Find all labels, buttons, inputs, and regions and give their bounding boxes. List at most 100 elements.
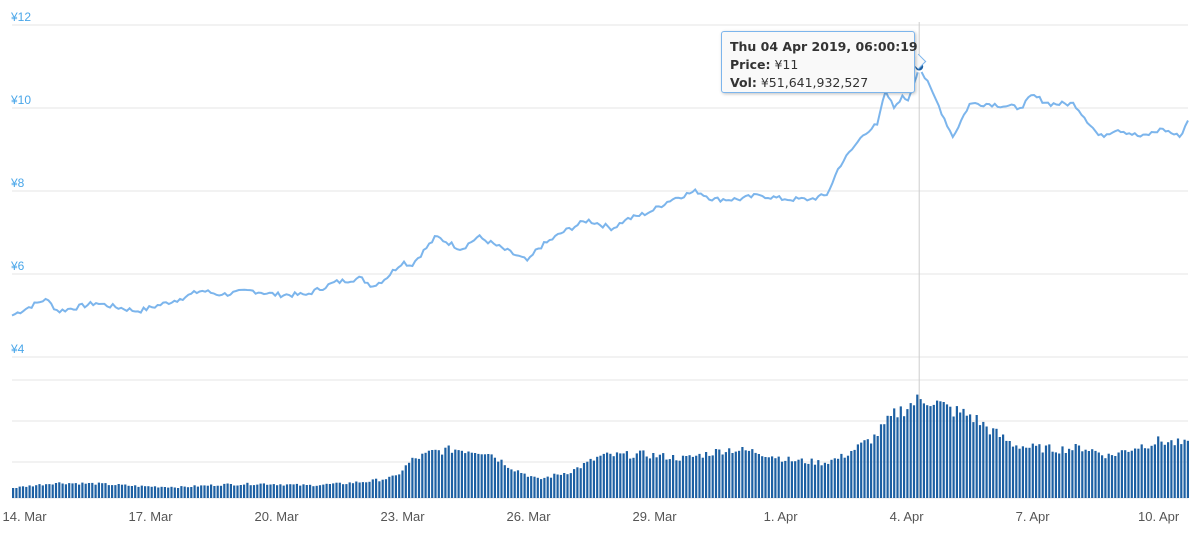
volume-bar: [180, 486, 183, 498]
volume-bar: [761, 456, 764, 498]
volume-bar: [474, 453, 477, 498]
volume-bar: [1008, 441, 1011, 498]
date-tick-label: 14. Mar: [3, 509, 48, 524]
volume-bar: [840, 453, 843, 498]
volume-bar: [698, 453, 701, 498]
volume-bar: [457, 450, 460, 498]
volume-bar: [949, 406, 952, 498]
volume-bar: [38, 484, 41, 498]
volume-bar: [147, 486, 150, 498]
volume-bar: [1160, 441, 1163, 498]
volume-bar: [424, 452, 427, 498]
volume-bar: [942, 402, 945, 498]
volume-bar: [777, 456, 780, 498]
volume-bar: [107, 485, 110, 498]
volume-bar: [579, 468, 582, 498]
volume-bar: [790, 461, 793, 498]
volume-bar: [35, 485, 38, 498]
volume-bar: [652, 453, 655, 498]
volume-bar: [219, 485, 223, 498]
volume-bar: [685, 456, 688, 498]
volume-bar: [866, 439, 869, 498]
volume-bar: [480, 454, 483, 498]
volume-bar: [764, 457, 767, 498]
volume-bar: [744, 450, 747, 498]
volume-bar: [516, 470, 520, 498]
price-line[interactable]: [11, 63, 1189, 317]
volume-bar: [827, 463, 830, 498]
volume-bar: [807, 463, 810, 498]
volume-bar: [500, 459, 503, 498]
volume-bar: [922, 403, 925, 498]
volume-bar: [794, 461, 797, 498]
volume-bar: [312, 486, 315, 498]
volume-bar: [774, 458, 777, 498]
volume-bar: [639, 450, 642, 498]
volume-bar: [229, 484, 232, 498]
volume-bar: [322, 484, 325, 498]
volume-bar: [114, 485, 117, 498]
volume-bar: [780, 461, 784, 498]
gridlines: [12, 24, 1188, 499]
volume-bar: [1035, 445, 1038, 498]
tooltip-price-value: ¥11: [774, 57, 799, 72]
price-tick-label: ¥4: [10, 342, 25, 356]
volume-bar: [507, 467, 510, 498]
volume-bar: [978, 425, 982, 498]
volume-bar: [899, 406, 902, 498]
volume-bar: [394, 475, 397, 498]
volume-bar: [444, 447, 447, 498]
volume-bar: [1130, 450, 1133, 498]
volume-bar: [582, 463, 586, 498]
volume-bar: [1147, 448, 1150, 498]
volume-bar: [104, 483, 107, 498]
volume-bar: [31, 486, 34, 498]
volume-bar: [315, 485, 318, 498]
volume-bar: [995, 428, 998, 498]
volume-bar: [15, 488, 18, 498]
volume-bar: [870, 443, 873, 498]
volume-bar: [295, 483, 298, 498]
volume-bar: [48, 484, 51, 498]
volume-bar: [318, 485, 322, 498]
volume-bar: [747, 450, 751, 498]
volume-bar: [863, 440, 866, 498]
volume-bar: [523, 473, 526, 498]
volume-bars: [12, 394, 1189, 498]
volume-bar: [566, 474, 569, 498]
volume-bar: [1028, 447, 1031, 498]
volume-bar: [992, 428, 995, 498]
volume-bar: [909, 403, 912, 498]
volume-bar: [883, 424, 886, 498]
volume-bar: [916, 394, 919, 498]
volume-bar: [276, 485, 279, 498]
volume-bar: [513, 471, 516, 498]
volume-bar: [1025, 447, 1028, 498]
volume-bar: [186, 487, 190, 498]
volume-bar: [45, 484, 48, 498]
volume-bar: [233, 485, 236, 498]
price-tick-label: ¥6: [10, 259, 25, 273]
volume-bar: [167, 487, 170, 498]
volume-bar: [1021, 446, 1024, 498]
volume-bar: [936, 400, 939, 498]
volume-bar: [810, 458, 813, 498]
volume-bar: [629, 458, 632, 498]
volume-bar: [833, 458, 836, 498]
volume-bar: [1094, 450, 1097, 498]
volume-bar: [896, 417, 899, 498]
volume-bar: [503, 465, 506, 498]
volume-bar: [797, 459, 800, 498]
volume-bar: [1180, 444, 1183, 498]
volume-bar: [850, 451, 853, 498]
volume-bar: [302, 484, 305, 498]
volume-bar: [536, 477, 539, 498]
volume-bar: [642, 450, 645, 498]
volume-bar: [1157, 436, 1160, 498]
volume-bar: [117, 484, 120, 498]
volume-bar: [1104, 458, 1107, 498]
volume-bar: [965, 415, 968, 498]
volume-bar: [223, 483, 226, 498]
volume-bar: [368, 481, 371, 498]
price-tick-label: ¥12: [10, 10, 31, 24]
